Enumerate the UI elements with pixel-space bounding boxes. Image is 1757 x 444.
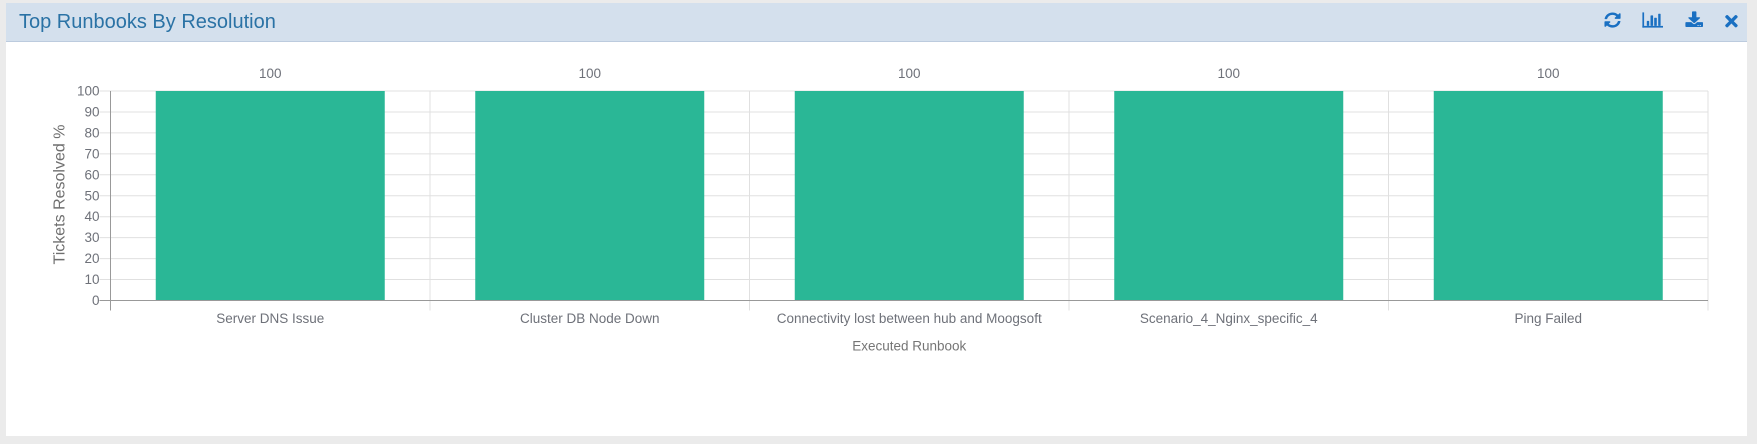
svg-text:30: 30 bbox=[84, 230, 99, 245]
svg-text:90: 90 bbox=[84, 104, 99, 119]
svg-text:Connectivity lost between hub: Connectivity lost between hub and Moogso… bbox=[777, 311, 1042, 326]
svg-text:50: 50 bbox=[84, 188, 99, 203]
svg-text:Cluster DB Node Down: Cluster DB Node Down bbox=[520, 311, 660, 326]
svg-text:100: 100 bbox=[1217, 66, 1240, 81]
svg-text:80: 80 bbox=[84, 125, 99, 140]
svg-text:20: 20 bbox=[84, 251, 99, 266]
svg-text:70: 70 bbox=[84, 146, 99, 161]
svg-text:Tickets Resolved %: Tickets Resolved % bbox=[52, 125, 69, 265]
svg-text:Executed Runbook: Executed Runbook bbox=[852, 339, 966, 354]
svg-text:100: 100 bbox=[259, 66, 282, 81]
svg-text:100: 100 bbox=[77, 84, 100, 99]
svg-text:100: 100 bbox=[898, 66, 921, 81]
svg-text:Scenario_4_Nginx_specific_4: Scenario_4_Nginx_specific_4 bbox=[1140, 311, 1318, 326]
svg-text:Server DNS Issue: Server DNS Issue bbox=[216, 311, 324, 326]
svg-text:Ping Failed: Ping Failed bbox=[1514, 311, 1582, 326]
svg-text:0: 0 bbox=[92, 293, 100, 308]
svg-text:40: 40 bbox=[84, 209, 99, 224]
svg-text:100: 100 bbox=[1537, 66, 1560, 81]
svg-text:10: 10 bbox=[84, 272, 99, 287]
svg-text:100: 100 bbox=[578, 66, 601, 81]
svg-text:60: 60 bbox=[84, 167, 99, 182]
